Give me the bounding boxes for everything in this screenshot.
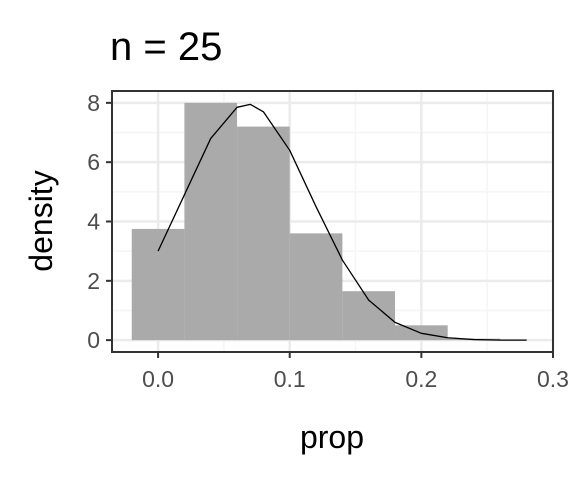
x-tick-label: 0.1 <box>274 366 306 392</box>
histogram-bar <box>184 102 238 341</box>
chart-title: n = 25 <box>110 25 222 69</box>
y-tick-label: 2 <box>87 268 100 294</box>
y-tick-label: 4 <box>87 209 100 235</box>
y-axis-title: density <box>23 170 59 271</box>
density-curve <box>157 103 527 341</box>
x-tick-label: 0.3 <box>537 366 569 392</box>
y-tick-label: 8 <box>87 90 100 116</box>
histogram-bar <box>237 126 290 341</box>
histogram-bar <box>131 228 185 341</box>
x-axis-title: prop <box>300 419 364 455</box>
plot-area: 0.0 0.1 0.2 0.3 0 2 4 6 8 <box>87 90 569 392</box>
x-tick-label: 0.2 <box>405 366 437 392</box>
y-tick-label: 6 <box>87 149 100 175</box>
y-tick-label: 0 <box>87 327 100 353</box>
histogram-bar <box>289 233 343 341</box>
x-tick-label: 0.0 <box>142 366 174 392</box>
